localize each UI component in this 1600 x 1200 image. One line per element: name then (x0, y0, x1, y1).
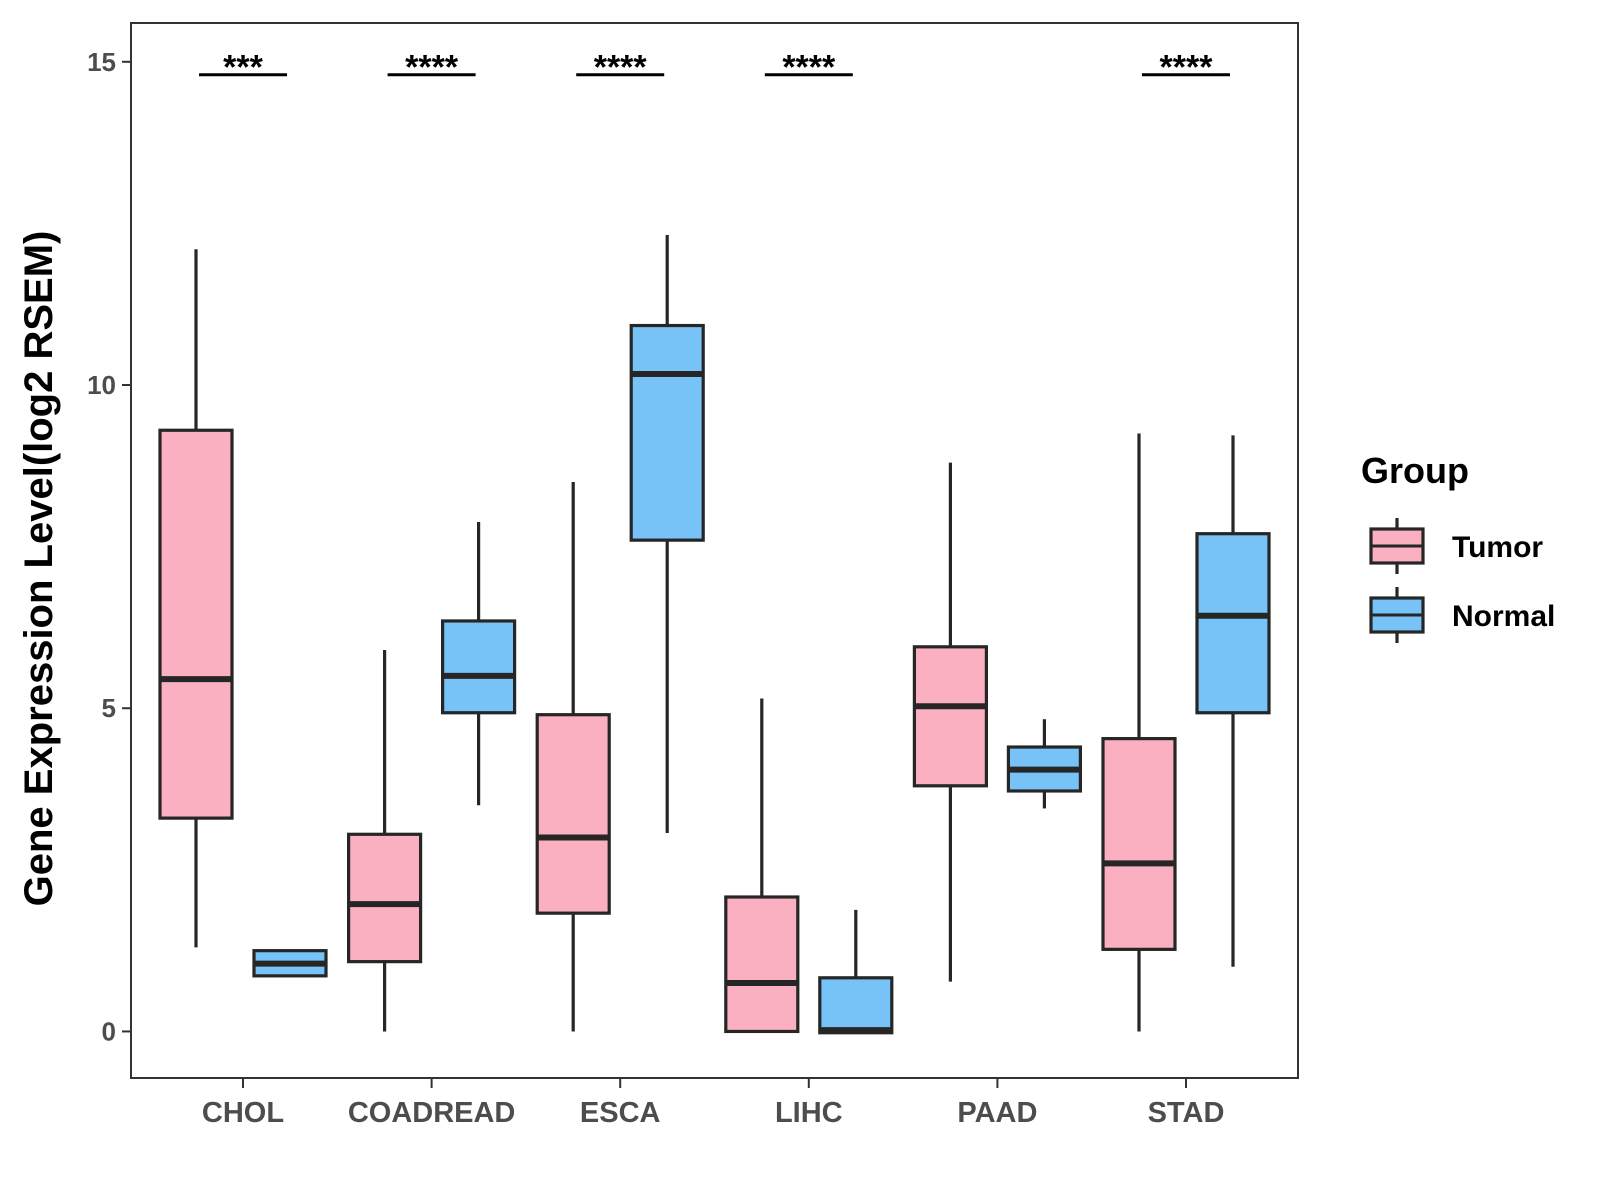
x-axis: CHOL COADREAD ESCA LIHC PAAD STAD (202, 1078, 1224, 1129)
box-normal-coadread (441, 522, 517, 806)
legend-entry-normal: Normal (1369, 587, 1555, 643)
box-normal-paad (1006, 719, 1083, 809)
legend-label: Normal (1452, 600, 1555, 633)
box-tumor-paad (912, 462, 989, 982)
y-axis: 0 5 10 15 (87, 47, 131, 1046)
significance-chol: *** (199, 49, 287, 87)
significance-esca: **** (576, 49, 665, 87)
significance-annotations: *** **** **** **** **** (199, 49, 1230, 87)
box-normal-lihc (818, 909, 894, 1035)
legend-label: Tumor (1452, 531, 1543, 564)
y-tick-label: 0 (102, 1016, 116, 1046)
box-iqr (629, 323, 705, 542)
legend-title: Group (1361, 450, 1469, 491)
significance-stad: **** (1142, 49, 1230, 87)
significance-label: **** (405, 49, 459, 87)
boxplot-marks (158, 235, 1271, 1035)
box-iqr (1195, 532, 1271, 715)
legend-entry-tumor: Tumor (1369, 518, 1543, 574)
box-iqr (535, 713, 611, 915)
plot-panel-border (130, 22, 1299, 1079)
box-normal-esca (629, 235, 705, 833)
x-tick-label: PAAD (957, 1097, 1037, 1129)
box-tumor-esca (535, 481, 611, 1032)
significance-coadread: **** (387, 49, 476, 87)
y-tick-label: 15 (87, 47, 116, 77)
legend: Group Tumor Normal (1361, 450, 1555, 643)
box-iqr (158, 428, 234, 820)
box-normal-chol (252, 949, 328, 978)
box-iqr (1101, 737, 1177, 951)
box-normal-stad (1195, 435, 1271, 967)
box-tumor-chol (158, 249, 234, 948)
significance-lihc: **** (764, 49, 853, 87)
box-iqr (724, 895, 800, 1034)
box-iqr (912, 645, 989, 788)
y-tick-label: 10 (87, 370, 116, 400)
box-iqr (818, 976, 894, 1035)
significance-label: **** (782, 49, 836, 87)
x-tick-label: CHOL (202, 1097, 284, 1129)
box-tumor-stad (1101, 433, 1177, 1032)
x-tick-label: STAD (1148, 1097, 1225, 1129)
box-tumor-lihc (724, 698, 800, 1034)
y-axis-title: Gene Expression Level(log2 RSEM) (17, 231, 61, 907)
box-iqr (441, 619, 517, 715)
box-iqr (347, 832, 423, 964)
significance-label: **** (594, 49, 648, 87)
box-tumor-coadread (347, 650, 423, 1032)
significance-label: **** (1160, 49, 1214, 87)
x-tick-label: ESCA (580, 1097, 661, 1129)
significance-label: *** (223, 49, 263, 87)
x-tick-label: LIHC (775, 1097, 843, 1129)
x-tick-label: COADREAD (348, 1097, 516, 1129)
y-tick-label: 5 (102, 693, 116, 723)
